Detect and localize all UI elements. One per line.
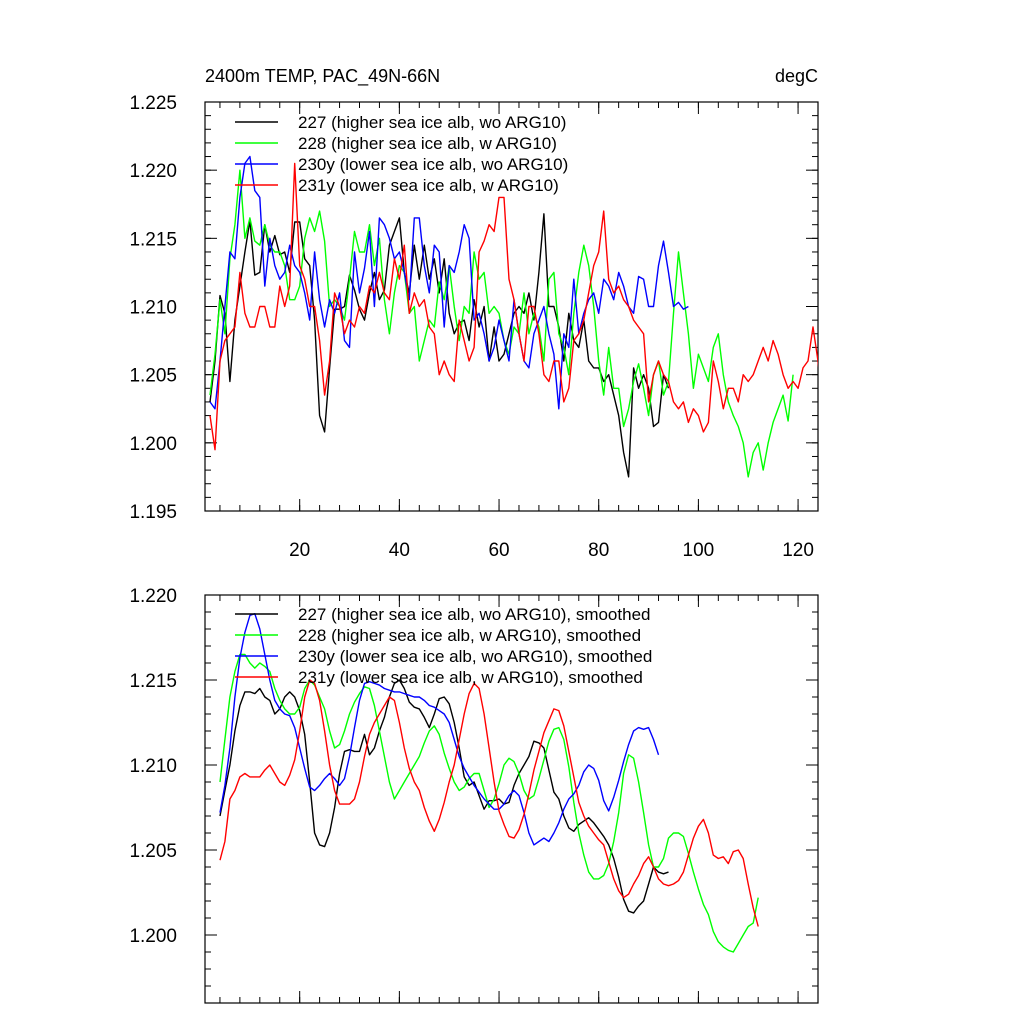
bottom-y-tick-label: 1.215 [129,671,177,692]
bottom-legend-label-1: 227 (higher sea ice alb, wo ARG10), smoo… [298,605,650,624]
top-x-tick-label: 100 [683,540,715,561]
bottom-series-line-3 [219,613,660,846]
top-y-tick-label: 1.200 [129,434,177,455]
top-x-tick-label: 60 [488,540,509,561]
top-y-tick-label: 1.210 [129,298,177,319]
top-x-tick-label: 20 [289,540,310,561]
top-x-tick-label: 80 [588,540,609,561]
bottom-series-line-4 [219,679,759,927]
top-series-line-4 [209,162,818,451]
top-series-line-1 [209,213,670,478]
top-series-line-3 [209,155,689,410]
top-y-tick-label: 1.205 [129,366,177,387]
bottom-chart-panel: 1.200 1.205 1.210 1.215 1.220 227 (higher sea… [129,586,819,1004]
top-x-tick-label: 120 [782,540,814,561]
top-series-group [209,155,818,478]
top-legend-label-4: 231y (lower sea ice alb, w ARG10) [298,176,559,195]
top-y-tick-label: 1.215 [129,229,177,250]
top-chart-units: degC [775,66,818,86]
top-legend-label-1: 227 (higher sea ice alb, wo ARG10) [298,113,566,132]
top-series-line-2 [209,169,794,478]
bottom-y-tick-label: 1.220 [129,586,177,607]
bottom-y-tick-label: 1.210 [129,756,177,777]
top-y-tick-label: 1.220 [129,161,177,182]
bottom-y-tick-label: 1.200 [129,926,177,947]
bottom-y-tick-label: 1.205 [129,841,177,862]
top-legend-label-2: 228 (higher sea ice alb, w ARG10) [298,134,557,153]
top-y-tick-label: 1.195 [129,502,177,523]
bottom-series-group [219,613,759,953]
bottom-legend-label-2: 228 (higher sea ice alb, w ARG10), smoot… [298,626,641,645]
bottom-series-line-1 [219,679,669,914]
bottom-legend-label-4: 231y (lower sea ice alb, w ARG10), smoot… [298,668,643,687]
top-chart-title: 2400m TEMP, PAC_49N-66N [205,66,440,87]
top-legend-label-3: 230y (lower sea ice alb, wo ARG10) [298,155,568,174]
bottom-legend-label-3: 230y (lower sea ice alb, wo ARG10), smoo… [298,647,652,666]
top-y-tick-label: 1.225 [129,93,177,114]
top-x-tick-label: 40 [389,540,410,561]
top-chart-panel: 20 40 60 80 100 120 1.195 1.200 1.205 1.210 1.215 1… [129,93,819,561]
